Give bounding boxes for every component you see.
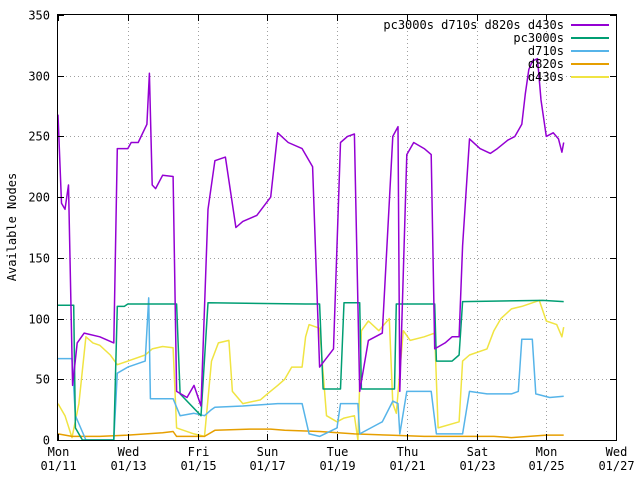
x-tick-day-label: Thu — [397, 445, 419, 459]
x-tick-day-label: Wed — [606, 445, 628, 459]
y-tick-label: 100 — [28, 313, 50, 327]
x-axis: Mon01/11Wed01/13Fri01/15Sun01/17Tue01/19… — [40, 15, 635, 473]
x-tick-date-label: 01/15 — [180, 459, 216, 473]
series-line-pc3000s-d710s-d820s-d430s — [57, 57, 565, 407]
x-tick-day-label: Mon — [536, 445, 558, 459]
series-line-d710s — [58, 297, 564, 441]
legend-label: d430s — [528, 70, 564, 84]
x-tick-date-label: 01/11 — [40, 459, 76, 473]
series-line-d820s — [57, 428, 564, 439]
x-tick-date-label: 01/21 — [389, 459, 425, 473]
legend-label: pc3000s — [513, 31, 564, 45]
legend-label: pc3000s d710s d820s d430s — [383, 18, 564, 32]
grid-lines — [58, 15, 616, 440]
y-tick-label: 200 — [28, 191, 50, 205]
x-tick-date-label: 01/27 — [598, 459, 634, 473]
y-tick-label: 250 — [28, 130, 50, 144]
x-tick-date-label: 01/13 — [110, 459, 146, 473]
legend-label: d710s — [528, 44, 564, 58]
x-tick-day-label: Sun — [257, 445, 279, 459]
x-tick-day-label: Wed — [118, 445, 140, 459]
x-tick-day-label: Fri — [188, 445, 210, 459]
x-tick-day-label: Mon — [48, 445, 70, 459]
x-tick-day-label: Sat — [467, 445, 489, 459]
plot-frame — [57, 14, 617, 441]
y-tick-label: 150 — [28, 252, 50, 266]
y-axis-title: Available Nodes — [5, 173, 19, 281]
x-tick-day-label: Tue — [327, 445, 349, 459]
x-tick-date-label: 01/17 — [249, 459, 285, 473]
y-tick-label: 50 — [36, 373, 50, 387]
legend-label: d820s — [528, 57, 564, 71]
y-tick-label: 350 — [28, 9, 50, 23]
y-axis: 0 50 100 150 200 250 300 350 — [28, 9, 616, 448]
y-tick-label: 0 — [43, 434, 50, 448]
x-tick-date-label: 01/19 — [319, 459, 355, 473]
legend: pc3000s d710s d820s d430spc3000sd710sd82… — [383, 18, 609, 84]
y-tick-label: 300 — [28, 70, 50, 84]
x-tick-date-label: 01/23 — [459, 459, 495, 473]
x-tick-date-label: 01/25 — [528, 459, 564, 473]
